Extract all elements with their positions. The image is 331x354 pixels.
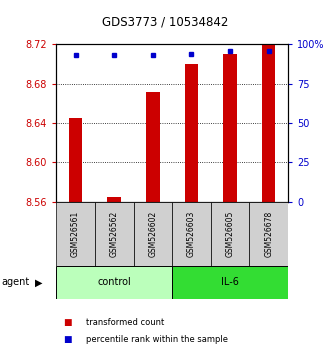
Text: GSM526602: GSM526602 xyxy=(148,211,157,257)
Bar xyxy=(172,202,211,266)
Bar xyxy=(211,202,249,266)
Bar xyxy=(95,202,133,266)
Bar xyxy=(223,54,237,202)
Bar xyxy=(133,202,172,266)
Text: agent: agent xyxy=(2,277,30,287)
Text: ■: ■ xyxy=(63,335,71,344)
Text: ▶: ▶ xyxy=(35,277,42,287)
Bar xyxy=(108,197,121,202)
Text: control: control xyxy=(97,277,131,287)
Text: GSM526562: GSM526562 xyxy=(110,211,119,257)
Text: GSM526561: GSM526561 xyxy=(71,211,80,257)
Bar xyxy=(56,202,95,266)
Text: GSM526678: GSM526678 xyxy=(264,211,273,257)
Text: GDS3773 / 10534842: GDS3773 / 10534842 xyxy=(102,16,229,29)
Bar xyxy=(262,44,275,202)
Bar xyxy=(69,118,82,202)
Bar xyxy=(56,266,172,299)
Bar xyxy=(185,64,198,202)
Bar xyxy=(249,202,288,266)
Text: GSM526603: GSM526603 xyxy=(187,210,196,257)
Text: GSM526605: GSM526605 xyxy=(225,210,235,257)
Bar xyxy=(146,92,160,202)
Bar xyxy=(172,266,288,299)
Text: transformed count: transformed count xyxy=(86,318,164,327)
Text: IL-6: IL-6 xyxy=(221,277,239,287)
Text: ■: ■ xyxy=(63,318,71,327)
Text: percentile rank within the sample: percentile rank within the sample xyxy=(86,335,228,344)
